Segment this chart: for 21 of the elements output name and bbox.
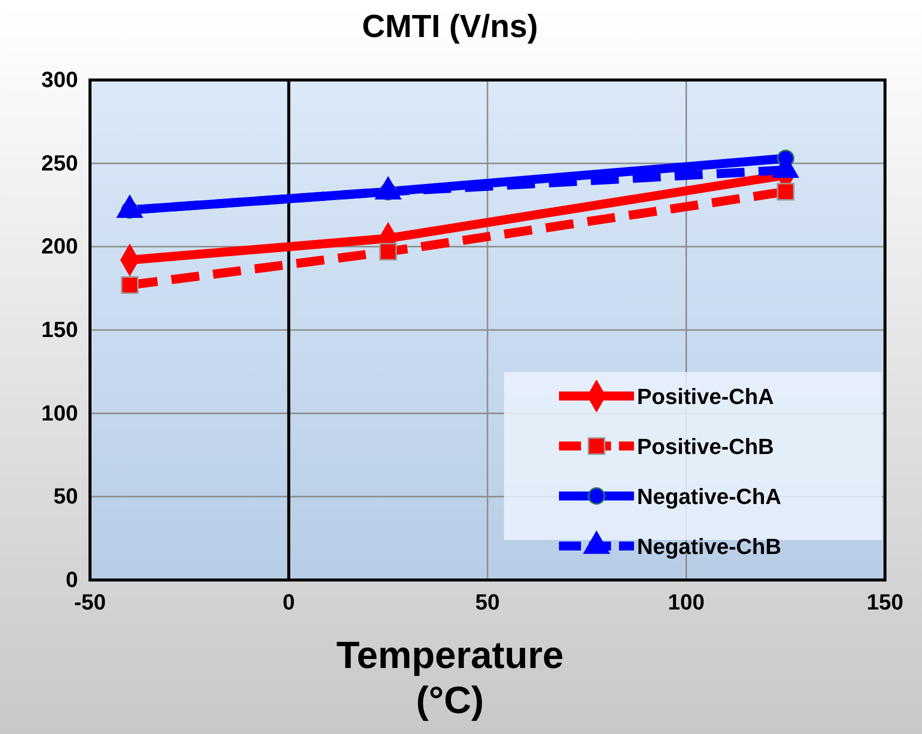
x-tick-label: -50 [74,590,106,615]
y-tick-label: 200 [41,234,78,259]
chart-title: CMTI (V/ns) [362,8,538,44]
y-tick-label: 50 [54,484,78,509]
point [120,276,139,294]
y-tick-label: 100 [41,400,78,426]
y-tick-label: 150 [41,317,78,342]
point [776,182,794,200]
y-tick-label: 250 [41,150,78,176]
legend-label: Positive-ChA [637,384,774,409]
legend-label: Negative-ChB [637,534,782,559]
x-tick-label: 150 [866,590,904,615]
legend-label: Negative-ChA [637,484,782,509]
point [379,242,397,260]
x-tick-label: 100 [668,590,705,615]
x-tick-label: 50 [475,590,500,615]
legend-label: Positive-ChB [637,434,774,459]
x-axis-title: Temperature (°C) [336,635,564,722]
x-tick-label: 0 [282,590,295,615]
y-tick-label: 0 [66,567,78,592]
y-tick-label: 300 [41,67,78,92]
